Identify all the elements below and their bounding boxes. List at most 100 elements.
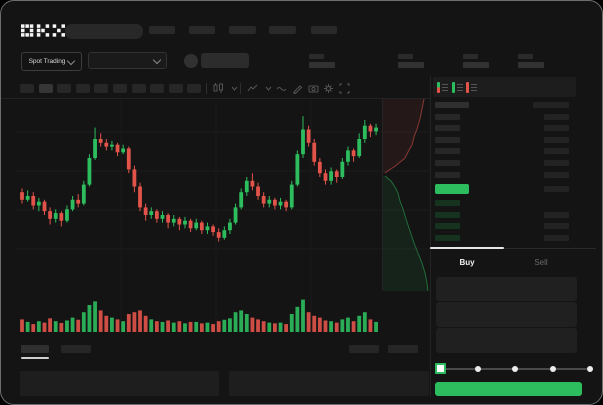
ticker-stat-label [398, 54, 413, 59]
book-asks-icon-bars [466, 82, 469, 93]
book-both-icon[interactable] [437, 82, 448, 93]
ask-amount-bar[interactable] [544, 113, 569, 120]
toolbar-divider [206, 83, 207, 94]
slider-step-dot[interactable] [512, 366, 518, 372]
interval-button[interactable] [38, 84, 53, 93]
ask-price-bar[interactable] [435, 136, 460, 143]
nav-item-placeholder[interactable] [229, 26, 256, 34]
candlestick-chart-canvas[interactable] [1, 97, 602, 347]
trade-input-field[interactable] [436, 328, 577, 353]
ask-amount-bar[interactable] [544, 125, 569, 132]
bottom-tab-right[interactable] [349, 345, 379, 353]
ticker-stat-value [463, 62, 489, 68]
bid-amount-bar[interactable] [544, 211, 569, 218]
active-tab-indicator [430, 247, 504, 249]
chevron-down-icon [67, 56, 76, 65]
bottom-active-tab-underline [21, 357, 49, 359]
indicators-icon[interactable] [246, 83, 258, 94]
nav-item-placeholder[interactable] [149, 26, 175, 34]
chevron-down-icon[interactable] [228, 83, 240, 94]
camera-icon[interactable] [307, 83, 319, 94]
ticker-stat-value [398, 62, 424, 68]
ask-price-bar[interactable] [435, 113, 460, 120]
ticker-stat-label [309, 54, 324, 59]
ask-price-bar[interactable] [435, 171, 460, 178]
last-price-highlight[interactable] [435, 184, 469, 194]
book-both-icon-bars [437, 82, 440, 93]
buy-tab-label: Buy [459, 257, 475, 267]
okx-logo[interactable] [21, 23, 65, 38]
slider-step-dot[interactable] [587, 366, 593, 372]
ask-amount-bar[interactable] [544, 160, 569, 166]
nav-item-placeholder[interactable] [311, 26, 337, 34]
interval-button[interactable] [187, 84, 202, 93]
candle-style-icon[interactable] [212, 83, 224, 94]
interval-button[interactable] [168, 84, 183, 93]
bid-amount-bar[interactable] [544, 234, 569, 241]
ticker-stat [518, 53, 548, 69]
ask-amount-bar[interactable] [533, 102, 569, 108]
line-tools-icon[interactable] [275, 83, 287, 94]
ask-price-bar[interactable] [435, 160, 460, 166]
trade-input-field[interactable] [436, 277, 577, 301]
market-type-dropdown[interactable]: Spot Trading [21, 52, 82, 71]
market-type-label: Spot Trading [28, 58, 66, 65]
book-bids-icon[interactable] [451, 82, 463, 93]
okx-pixel-logo-icon [21, 24, 65, 37]
ticker-stat-value [518, 62, 544, 68]
right-panel-divider [430, 76, 431, 397]
nav-item-placeholder[interactable] [189, 26, 215, 34]
tab-sell[interactable]: Sell [504, 255, 578, 269]
interval-button[interactable] [150, 84, 165, 93]
ask-price-bar[interactable] [435, 102, 469, 108]
chevron-down-icon [152, 55, 162, 64]
ticker-stat-label [518, 54, 533, 59]
ask-amount-bar[interactable] [544, 171, 569, 178]
toolbar-divider [1, 98, 430, 99]
ticker-stat-value [309, 62, 335, 68]
ask-price-bar[interactable] [435, 148, 460, 155]
depth-divider [382, 98, 383, 291]
interval-button[interactable] [113, 84, 127, 93]
trade-tabs-divider [429, 248, 596, 249]
bottom-tab[interactable] [21, 345, 49, 353]
interval-button[interactable] [20, 84, 34, 93]
ask-price-bar[interactable] [435, 125, 460, 132]
interval-button[interactable] [131, 84, 146, 93]
bid-price-bar[interactable] [435, 211, 460, 218]
ticker-stat [463, 53, 493, 69]
chevron-down-icon[interactable] [262, 83, 274, 94]
bid-price-bar[interactable] [435, 234, 460, 241]
bottom-tab-right[interactable] [388, 345, 418, 353]
avatar[interactable] [184, 54, 198, 68]
sell-tab-label: Sell [534, 257, 548, 267]
ask-amount-bar[interactable] [544, 148, 569, 155]
book-bids-icon-bars [451, 82, 455, 93]
last-amount-bar[interactable] [544, 186, 569, 192]
bid-price-bar[interactable] [435, 223, 460, 230]
bottom-panel-placeholder [20, 371, 219, 396]
trade-input-field[interactable] [436, 302, 577, 327]
interval-button[interactable] [94, 84, 109, 93]
slider-step-dot[interactable] [475, 366, 481, 372]
bid-price-bar[interactable] [435, 200, 460, 206]
draw-tool-icon[interactable] [291, 83, 303, 94]
header-action-button[interactable] [201, 53, 249, 68]
interval-button[interactable] [75, 84, 90, 93]
settings-gear-icon[interactable] [322, 83, 334, 94]
search-input[interactable] [65, 24, 143, 39]
bottom-tab[interactable] [61, 345, 91, 353]
ticker-stat-label [463, 54, 478, 59]
amount-slider-handle[interactable] [435, 363, 446, 374]
nav-item-placeholder[interactable] [269, 26, 296, 34]
bid-amount-bar[interactable] [544, 223, 569, 230]
tab-buy[interactable]: Buy [430, 255, 504, 269]
fullscreen-icon[interactable] [338, 83, 350, 94]
buy-submit-button[interactable] [435, 382, 582, 396]
book-asks-icon[interactable] [466, 82, 477, 93]
ask-amount-bar[interactable] [544, 136, 569, 143]
pair-selector-dropdown[interactable] [88, 52, 167, 69]
slider-step-dot[interactable] [550, 366, 556, 372]
interval-button[interactable] [57, 84, 72, 93]
